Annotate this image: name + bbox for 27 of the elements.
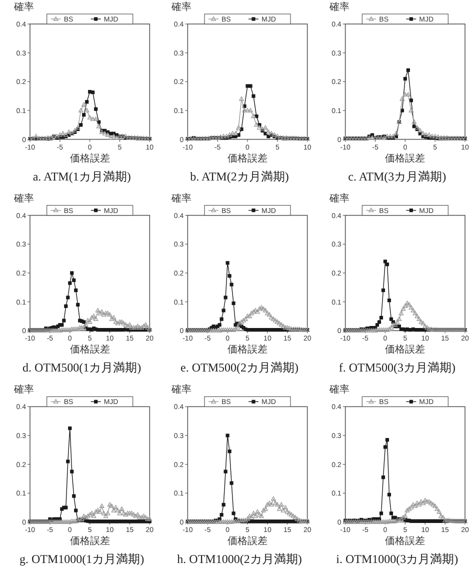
y-axis-title: 確率	[328, 192, 350, 204]
text: d. OTM500(1カ月満期)	[22, 360, 142, 375]
text: i. OTM1000(3カ月満期)	[336, 552, 458, 566]
y-axis-title: 確率	[170, 384, 192, 396]
x-axis-title: 価格誤差	[228, 344, 268, 356]
text: e. OTM500(2カ月満期)	[180, 360, 298, 375]
y-axis-title: 確率	[13, 1, 34, 13]
y-axis-title: 確率	[13, 192, 34, 204]
text: b. ATM(2カ月満期)	[190, 169, 289, 184]
x-axis-title: 価格誤差	[228, 535, 268, 547]
x-axis-title: 価格誤差	[70, 535, 110, 547]
x-axis-title: 価格誤差	[385, 344, 426, 356]
y-axis-title: 確率	[170, 192, 192, 204]
x-axis-title: 価格誤差	[385, 152, 426, 164]
y-axis-title: 確率	[328, 1, 350, 13]
x-axis-title: 価格誤差	[228, 152, 268, 164]
text: h. OTM1000(2カ月満期)	[177, 552, 302, 566]
text: a. ATM(1カ月満期)	[32, 169, 131, 184]
y-axis-title: 確率	[328, 384, 350, 396]
y-axis-title: 確率	[170, 1, 192, 13]
x-axis-title: 価格誤差	[70, 344, 110, 356]
text: f. OTM500(3カ月満期)	[338, 360, 456, 375]
text: c. ATM(3カ月満期)	[348, 169, 446, 184]
text: g. OTM1000(1カ月満期)	[19, 552, 144, 566]
x-axis-title: 価格誤差	[70, 152, 110, 164]
y-axis-title: 確率	[13, 384, 34, 396]
x-axis-title: 価格誤差	[385, 535, 426, 547]
